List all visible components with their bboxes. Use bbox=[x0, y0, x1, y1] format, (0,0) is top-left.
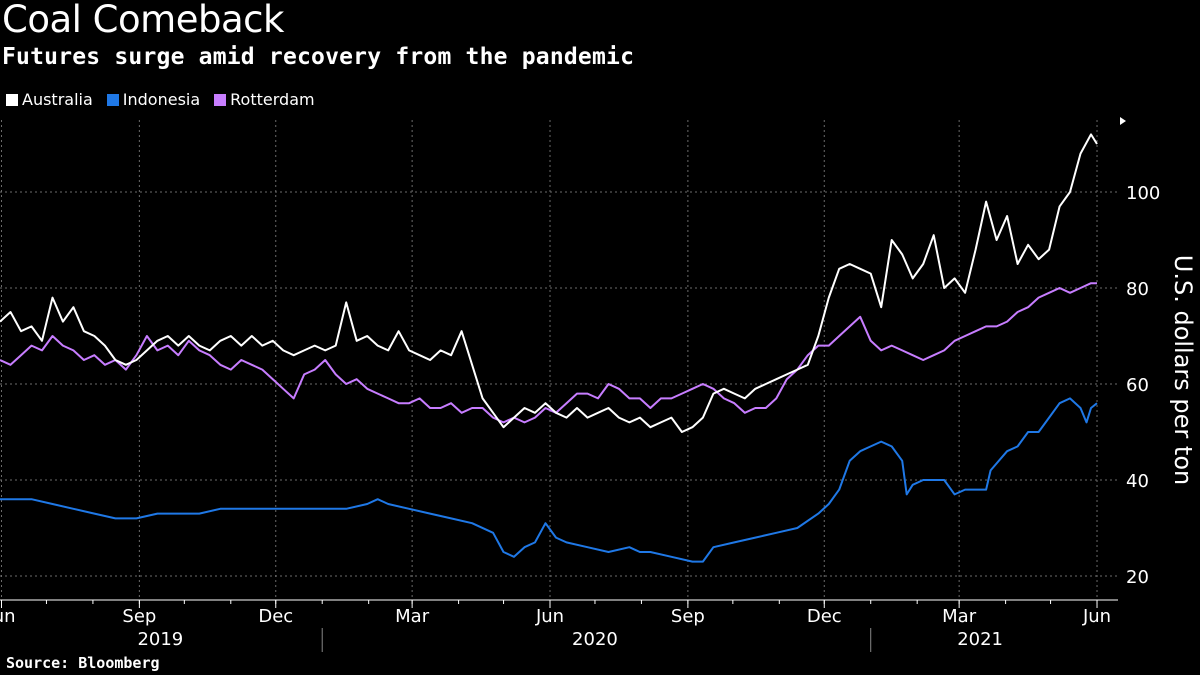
legend-swatch-australia bbox=[6, 93, 18, 106]
x-tick-label: Jun bbox=[1082, 606, 1111, 627]
source-note: Source: Bloomberg bbox=[6, 654, 160, 672]
x-tick-label: Sep bbox=[671, 606, 705, 627]
legend-item-rotterdam: Rotterdam bbox=[214, 90, 315, 109]
year-label: 2019 bbox=[137, 629, 183, 650]
chart-subtitle: Futures surge amid recovery from the pan… bbox=[2, 44, 635, 70]
chart-title: Coal Comeback bbox=[2, 0, 284, 41]
legend-label-rotterdam: Rotterdam bbox=[230, 90, 315, 109]
legend: Australia Indonesia Rotterdam bbox=[6, 90, 315, 109]
x-tick-label: Dec bbox=[258, 606, 293, 627]
legend-label-indonesia: Indonesia bbox=[122, 90, 201, 109]
y-tick-label: 20 bbox=[1126, 567, 1149, 588]
legend-label-australia: Australia bbox=[22, 90, 93, 109]
legend-swatch-indonesia bbox=[106, 93, 119, 106]
legend-swatch-rotterdam bbox=[214, 93, 227, 106]
series-line-rotterdam bbox=[0, 282, 1097, 424]
x-tick-label: Dec bbox=[807, 606, 842, 627]
legend-item-australia: Australia bbox=[6, 90, 93, 109]
y-tick-label: 60 bbox=[1126, 375, 1149, 396]
x-tick-label: Mar bbox=[395, 606, 430, 627]
y-tick-label: 100 bbox=[1126, 183, 1160, 204]
x-tick-label: Mar bbox=[942, 606, 977, 627]
year-label: 2020 bbox=[572, 629, 618, 650]
x-tick-label: Sep bbox=[122, 606, 156, 627]
y-tick-label: 80 bbox=[1126, 279, 1149, 300]
legend-item-indonesia: Indonesia bbox=[106, 90, 201, 109]
axis-end-arrow bbox=[1120, 117, 1126, 125]
x-tick-label: Jun bbox=[535, 606, 564, 627]
y-axis-title: U.S. dollars per ton bbox=[1169, 255, 1197, 485]
series-line-indonesia bbox=[0, 397, 1098, 563]
x-tick-label: Jun bbox=[0, 606, 16, 627]
series-line-australia bbox=[0, 133, 1098, 433]
year-label: 2021 bbox=[957, 629, 1003, 650]
y-tick-label: 40 bbox=[1126, 471, 1149, 492]
